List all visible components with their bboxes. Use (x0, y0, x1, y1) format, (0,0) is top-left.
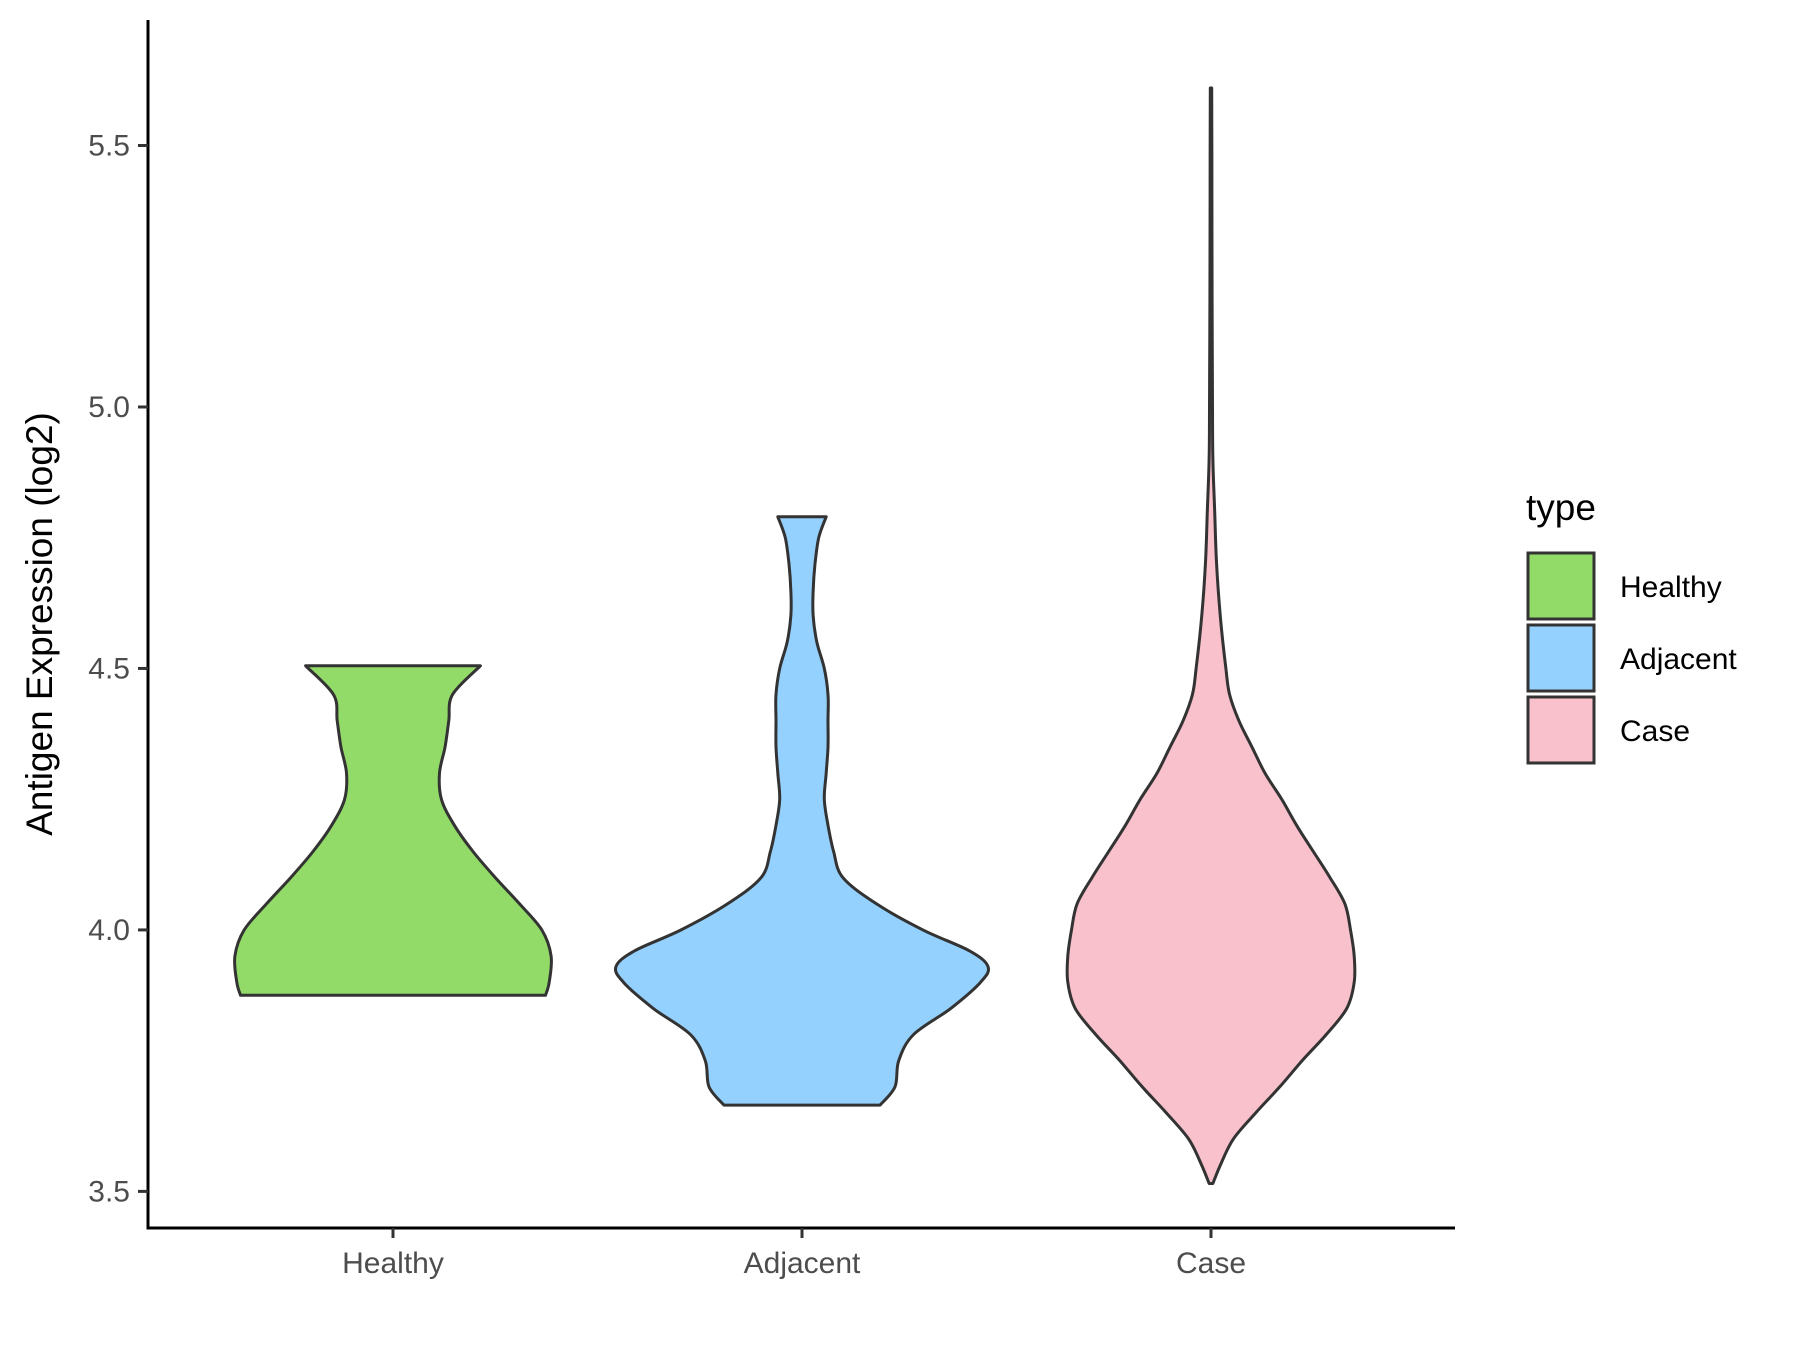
legend-label: Case (1620, 715, 1690, 748)
x-axis-ticks: Healthy Adjacent Case (342, 1228, 1246, 1280)
y-tick-label: 3.5 (88, 1175, 130, 1208)
y-tick-label: 4.0 (88, 914, 130, 947)
x-tick-label: Healthy (342, 1247, 444, 1280)
legend-swatch-case (1526, 695, 1596, 765)
y-tick-label: 5.5 (88, 130, 130, 163)
violin-layer (233, 86, 1357, 1185)
legend-label: Adjacent (1620, 643, 1737, 676)
legend-swatch-healthy (1526, 551, 1596, 621)
violin-case (1065, 86, 1357, 1185)
legend: type Healthy Adjacent Case (1526, 487, 1737, 765)
legend-title: type (1526, 487, 1596, 528)
legend-swatch-adjacent (1526, 623, 1596, 693)
y-axis-ticks: 3.5 4.0 4.5 5.0 5.5 (88, 130, 148, 1208)
legend-label: Healthy (1620, 571, 1722, 604)
violin-adjacent (613, 515, 991, 1107)
y-tick-label: 4.5 (88, 652, 130, 685)
violin-healthy (233, 664, 553, 997)
y-tick-label: 5.0 (88, 391, 130, 424)
y-axis-title: Antigen Expression (log2) (19, 412, 60, 836)
x-tick-label: Adjacent (744, 1247, 861, 1280)
x-tick-label: Case (1176, 1247, 1246, 1280)
